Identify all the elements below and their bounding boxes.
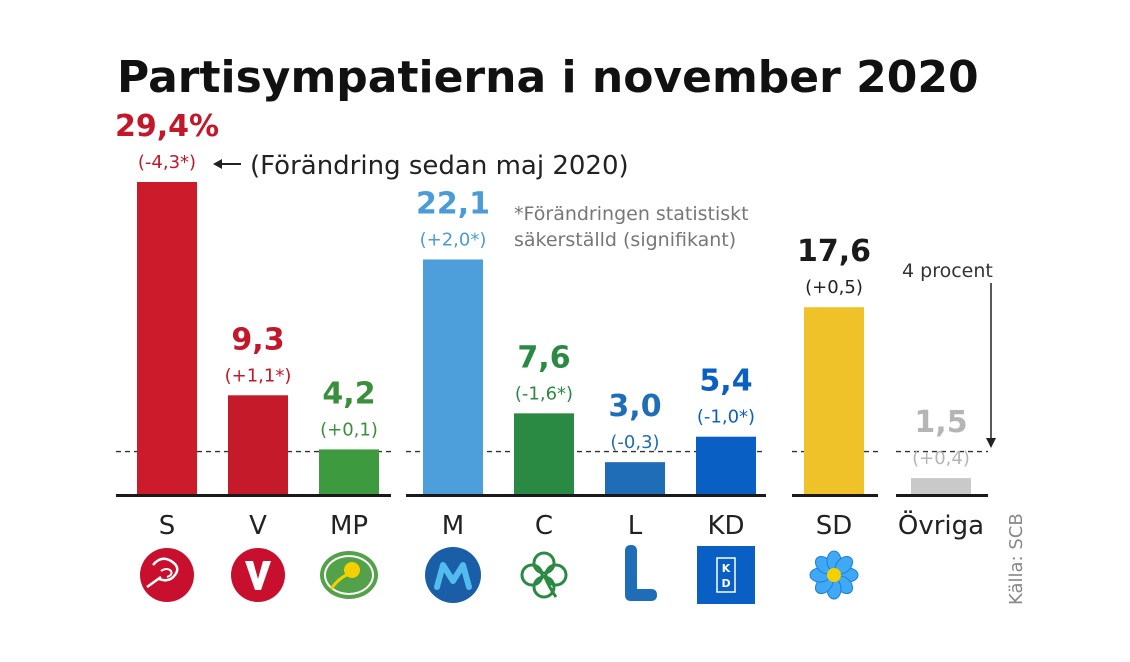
value-label-c: 7,6 bbox=[517, 340, 570, 375]
svg-text:D: D bbox=[721, 577, 730, 590]
sd-flower-logo bbox=[809, 550, 859, 600]
category-labels: S V MP M C L KD SD Övriga bbox=[159, 509, 984, 541]
threshold-annotation: 4 procent bbox=[902, 260, 996, 448]
significance-note-line-2: säkerställd (signifikant) bbox=[514, 229, 736, 251]
value-label-m: 22,1 bbox=[416, 186, 490, 221]
value-label-l: 3,0 bbox=[608, 389, 661, 424]
source-label: Källa: SCB bbox=[1006, 513, 1027, 605]
bar-övriga bbox=[911, 478, 971, 494]
change-label-sd: (+0,5) bbox=[805, 277, 863, 298]
l-logo bbox=[625, 545, 657, 601]
change-label-l: (-0,3) bbox=[610, 432, 659, 453]
category-label-övriga: Övriga bbox=[898, 509, 984, 541]
c-clover-logo bbox=[520, 551, 568, 599]
significance-note-line-1: *Förändringen statistiskt bbox=[514, 203, 749, 225]
v-logo bbox=[231, 548, 285, 602]
category-label-mp: MP bbox=[330, 511, 368, 541]
change-label-mp: (+0,1) bbox=[320, 419, 378, 440]
category-label-kd: KD bbox=[707, 511, 744, 541]
change-label-c: (-1,6*) bbox=[515, 383, 573, 404]
bar-sd bbox=[804, 307, 864, 494]
value-label-övriga: 1,5 bbox=[914, 405, 967, 440]
bar-v bbox=[228, 395, 288, 494]
value-label-v: 9,3 bbox=[231, 322, 284, 357]
change-label-kd: (-1,0*) bbox=[697, 407, 755, 428]
change-note: (Förändring sedan maj 2020) bbox=[213, 151, 629, 181]
category-label-sd: SD bbox=[816, 511, 853, 541]
m-logo bbox=[425, 547, 481, 603]
value-label-s: 29,4% bbox=[115, 109, 219, 144]
category-label-c: C bbox=[535, 511, 553, 541]
change-note-text: (Förändring sedan maj 2020) bbox=[250, 151, 629, 181]
category-label-s: S bbox=[159, 511, 176, 541]
kd-logo: KD bbox=[697, 546, 755, 604]
change-label-m: (+2,0*) bbox=[420, 229, 487, 250]
chart-title: Partisympatierna i november 2020 bbox=[117, 52, 979, 103]
bar-kd bbox=[696, 436, 756, 494]
threshold-arrow-head bbox=[986, 438, 996, 448]
change-label-s: (-4,3*) bbox=[138, 152, 196, 173]
bar-m bbox=[423, 259, 483, 494]
threshold-label: 4 procent bbox=[902, 260, 993, 282]
bars bbox=[137, 182, 971, 494]
value-label-kd: 5,4 bbox=[699, 364, 752, 399]
value-label-sd: 17,6 bbox=[797, 234, 871, 269]
party-logos: KD bbox=[140, 545, 859, 604]
bar-l bbox=[605, 462, 665, 494]
category-label-v: V bbox=[249, 511, 267, 541]
category-label-l: L bbox=[628, 511, 643, 541]
s-rose-logo bbox=[140, 548, 194, 602]
change-note-arrow-head bbox=[213, 159, 222, 169]
change-label-övriga: (+0,4) bbox=[912, 448, 970, 469]
value-label-mp: 4,2 bbox=[322, 376, 375, 411]
bar-mp bbox=[319, 449, 379, 494]
mp-sun-logo bbox=[320, 551, 378, 599]
bar-s bbox=[137, 182, 197, 494]
bar-c bbox=[514, 413, 574, 494]
change-label-v: (+1,1*) bbox=[225, 365, 292, 386]
bar-labels: 29,4% (-4,3*) 9,3 (+1,1*) 4,2 (+0,1) 22,1 (+2,0… bbox=[115, 109, 970, 469]
svg-text:K: K bbox=[722, 562, 731, 575]
category-label-m: M bbox=[442, 511, 464, 541]
